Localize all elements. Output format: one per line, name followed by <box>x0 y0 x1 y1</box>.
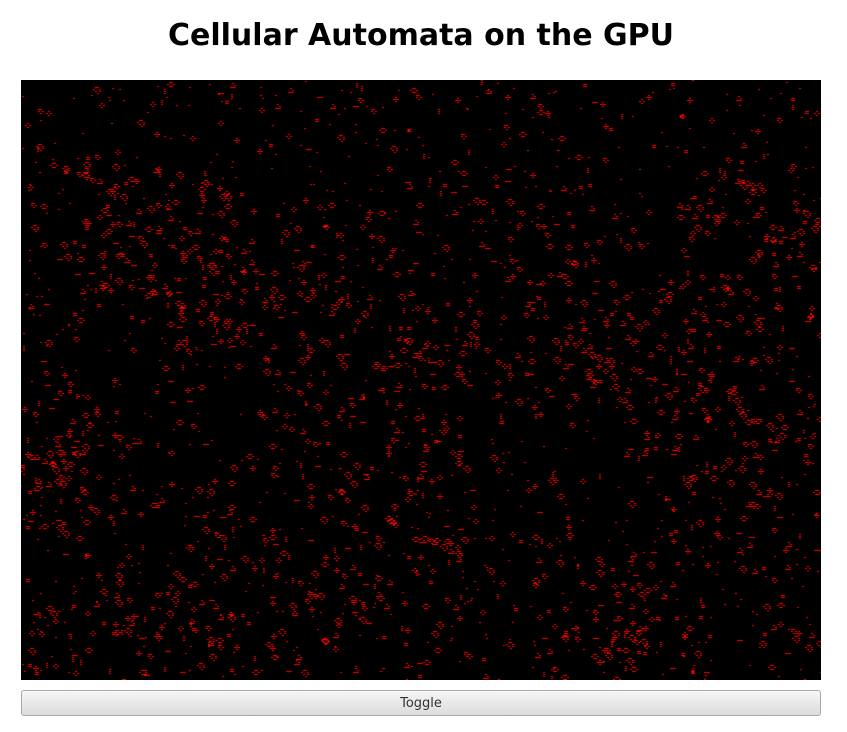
page-title: Cellular Automata on the GPU <box>168 18 674 53</box>
toggle-button[interactable]: Toggle <box>21 690 821 716</box>
automata-canvas[interactable] <box>21 80 821 680</box>
automata-canvas-container <box>21 80 821 680</box>
